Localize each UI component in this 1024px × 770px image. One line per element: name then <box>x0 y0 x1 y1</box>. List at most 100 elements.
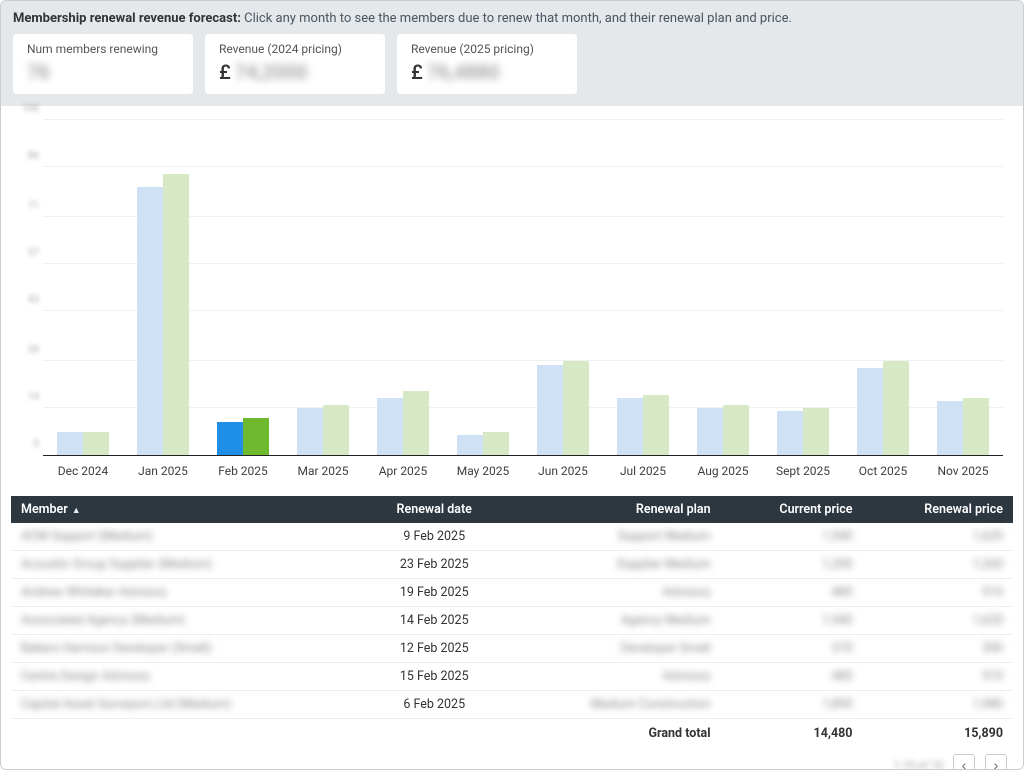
chart-bar-series-a[interactable] <box>377 398 403 455</box>
summary-card-value-blurred: 76 <box>27 60 50 84</box>
cell-renewal-plan: Advisory <box>507 579 721 607</box>
chart-bar-series-b[interactable] <box>563 361 589 455</box>
summary-card-value: £76,4880 <box>411 60 563 84</box>
chart-plot-area: 0142843577186100 <box>43 120 1003 456</box>
table-row[interactable]: Andrew Whitaker Advisory19 Feb 2025Advis… <box>11 579 1013 607</box>
chart-bar-group[interactable] <box>843 120 923 455</box>
chart-y-tick: 57 <box>15 248 39 259</box>
chart-bar-group[interactable] <box>523 120 603 455</box>
chart-bar-group[interactable] <box>123 120 203 455</box>
table-footer: Grand total14,48015,890 <box>11 719 1013 749</box>
chart-bar-series-b[interactable] <box>323 405 349 455</box>
chart-bar-group[interactable] <box>443 120 523 455</box>
chart-bar-series-a[interactable] <box>217 422 243 456</box>
chart-bar-group[interactable] <box>203 120 283 455</box>
cell-member: ACM Support (Medium) <box>11 523 362 551</box>
sort-indicator-icon: ▲ <box>72 506 81 516</box>
table-row[interactable]: Capital Asset Surveyors Ltd (Medium)6 Fe… <box>11 691 1013 719</box>
summary-card: Revenue (2024 pricing)£74,2000 <box>205 34 385 94</box>
cell-member: Bakers Harrison Developer (Small) <box>11 635 362 663</box>
chart-bar-series-b[interactable] <box>643 395 669 455</box>
cell-member: Capital Asset Surveyors Ltd (Medium) <box>11 691 362 719</box>
table-row[interactable]: Acoustic Group Supplier (Medium)23 Feb 2… <box>11 551 1013 579</box>
chart-y-tick: 43 <box>15 294 39 305</box>
chart-bar-group[interactable] <box>363 120 443 455</box>
table-header-renewal_date[interactable]: Renewal date <box>362 496 507 523</box>
table-header-member[interactable]: Member▲ <box>11 496 362 523</box>
chart-bar-group[interactable] <box>283 120 363 455</box>
chart-bar-group[interactable] <box>923 120 1003 455</box>
cell-renewal-price: 1,260 <box>862 551 1013 579</box>
header-title-bold: Membership renewal revenue forecast: <box>13 11 241 26</box>
chart-bar-group[interactable] <box>683 120 763 455</box>
footer-renewal-total: 15,890 <box>862 719 1013 749</box>
chart-bar-series-a[interactable] <box>697 408 723 455</box>
chart-x-label: Apr 2025 <box>363 458 443 484</box>
chart-bar-series-b[interactable] <box>243 418 269 455</box>
pager-next-button[interactable]: › <box>985 754 1007 770</box>
chart-bar-group[interactable] <box>603 120 683 455</box>
summary-card: Num members renewing76 <box>13 34 193 94</box>
chart-bar-series-a[interactable] <box>617 398 643 455</box>
chart-y-tick: 0 <box>15 439 39 450</box>
table-row[interactable]: ACM Support (Medium)9 Feb 2025Support Me… <box>11 523 1013 551</box>
cell-current-price: 1,200 <box>721 551 863 579</box>
table-row[interactable]: Bakers Harrison Developer (Small)12 Feb … <box>11 635 1013 663</box>
chart-bar-series-b[interactable] <box>403 391 429 455</box>
chart-x-label: Jun 2025 <box>523 458 603 484</box>
cell-current-price: 1,890 <box>721 691 863 719</box>
footer-grand-total-label: Grand total <box>507 719 721 749</box>
chart-bar-group[interactable] <box>43 120 123 455</box>
chart-bar-series-b[interactable] <box>83 432 109 455</box>
chart-bar-series-b[interactable] <box>963 398 989 455</box>
table-row[interactable]: Associated Agency (Medium)14 Feb 2025Age… <box>11 607 1013 635</box>
cell-renewal-price: 510 <box>862 663 1013 691</box>
chart-bar-series-a[interactable] <box>457 435 483 455</box>
table-header-renewal_plan[interactable]: Renewal plan <box>507 496 721 523</box>
chart-bar-series-a[interactable] <box>537 365 563 455</box>
chart-y-tick: 71 <box>15 201 39 212</box>
cell-renewal-plan: Supplier Medium <box>507 551 721 579</box>
cell-renewal-price: 1,980 <box>862 691 1013 719</box>
cell-current-price: 370 <box>721 635 863 663</box>
cell-current-price: 480 <box>721 579 863 607</box>
cell-renewal-price: 1,620 <box>862 607 1013 635</box>
revenue-chart[interactable]: 0142843577186100 Dec 2024Jan 2025Feb 202… <box>13 114 1011 484</box>
members-table: Member▲Renewal dateRenewal planCurrent p… <box>11 496 1013 748</box>
pager: 1-10 of 10 ‹ › <box>11 752 1013 770</box>
summary-card-value-blurred: 74,2000 <box>235 60 308 84</box>
cell-renewal-plan: Advisory <box>507 663 721 691</box>
chart-bar-series-b[interactable] <box>803 408 829 455</box>
cell-current-price: 480 <box>721 663 863 691</box>
cell-renewal-date: 6 Feb 2025 <box>362 691 507 719</box>
cell-renewal-date: 14 Feb 2025 <box>362 607 507 635</box>
dashboard-panel: Membership renewal revenue forecast: Cli… <box>0 0 1024 770</box>
cell-renewal-date: 12 Feb 2025 <box>362 635 507 663</box>
table-header-current_price[interactable]: Current price <box>721 496 863 523</box>
chart-x-label: May 2025 <box>443 458 523 484</box>
table-header-renewal_price[interactable]: Renewal price <box>862 496 1013 523</box>
chart-x-label: Jul 2025 <box>603 458 683 484</box>
cell-renewal-plan: Medium Construction <box>507 691 721 719</box>
chart-bar-series-b[interactable] <box>883 361 909 455</box>
chart-y-tick: 100 <box>15 104 39 115</box>
cell-current-price: 1,540 <box>721 523 863 551</box>
table-body: ACM Support (Medium)9 Feb 2025Support Me… <box>11 523 1013 719</box>
chart-bar-series-a[interactable] <box>937 401 963 455</box>
chart-bar-series-b[interactable] <box>723 405 749 455</box>
pager-prev-button[interactable]: ‹ <box>953 754 975 770</box>
chart-bar-series-a[interactable] <box>777 411 803 455</box>
chart-bar-series-b[interactable] <box>163 174 189 455</box>
chart-bar-series-a[interactable] <box>57 432 83 455</box>
table-row[interactable]: Centre Design Advisory15 Feb 2025Advisor… <box>11 663 1013 691</box>
chart-bar-series-a[interactable] <box>297 408 323 455</box>
header-title-desc: Click any month to see the members due t… <box>244 11 792 26</box>
chart-bar-series-b[interactable] <box>483 432 509 455</box>
chart-bars <box>43 120 1003 455</box>
summary-card-label: Revenue (2024 pricing) <box>219 42 371 56</box>
chart-bar-group[interactable] <box>763 120 843 455</box>
cell-renewal-date: 9 Feb 2025 <box>362 523 507 551</box>
chart-bar-series-a[interactable] <box>857 368 883 455</box>
chart-bar-series-a[interactable] <box>137 187 163 455</box>
summary-card: Revenue (2025 pricing)£76,4880 <box>397 34 577 94</box>
